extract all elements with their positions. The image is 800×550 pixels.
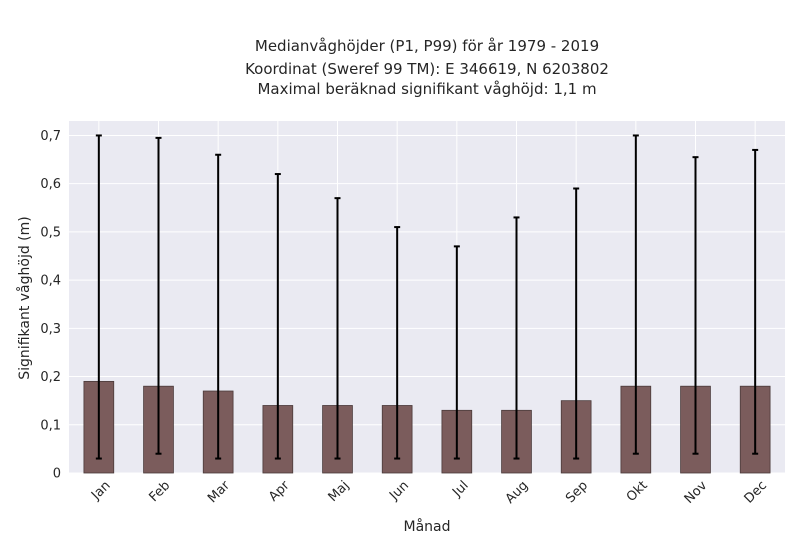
x-tick-label-dec: Dec bbox=[742, 478, 770, 506]
y-axis-label: Signifikant våghöjd (m) bbox=[16, 216, 33, 379]
error-bar-jun bbox=[394, 226, 401, 460]
x-tick-label-jul: Jul bbox=[449, 478, 471, 500]
x-tick-label-mar: Mar bbox=[205, 478, 233, 506]
x-tick-label-feb: Feb bbox=[146, 478, 173, 505]
y-tick-label-1: 0,1 bbox=[40, 418, 61, 433]
error-bar-jul bbox=[453, 245, 460, 460]
x-axis-ticks: Jan Feb Mar Apr Maj Jun Jul Aug Sep Okt Nov Dec bbox=[88, 478, 770, 507]
error-bar-aug bbox=[513, 216, 520, 460]
y-tick-label-5: 0,5 bbox=[40, 225, 61, 240]
chart-title-line-1: Medianvåghöjder (P1, P99) för år 1979 - … bbox=[255, 37, 599, 55]
x-tick-label-jan: Jan bbox=[88, 478, 113, 503]
error-bar-feb bbox=[155, 136, 162, 455]
error-bar-nov bbox=[692, 156, 699, 455]
x-tick-label-nov: Nov bbox=[682, 478, 711, 507]
error-bar-apr bbox=[274, 173, 281, 460]
error-bar-maj bbox=[334, 197, 341, 460]
x-tick-label-maj: Maj bbox=[326, 478, 353, 505]
plot-area bbox=[69, 121, 785, 473]
x-tick-label-sep: Sep bbox=[563, 478, 591, 506]
x-tick-label-okt: Okt bbox=[624, 478, 651, 505]
x-axis-label: Månad bbox=[404, 518, 451, 535]
error-bar-okt bbox=[632, 134, 639, 455]
y-tick-label-2: 0,2 bbox=[40, 370, 61, 385]
chart-title: Medianvåghöjder (P1, P99) för år 1979 - … bbox=[245, 37, 609, 98]
y-axis-ticks: 0 0,1 0,2 0,3 0,4 0,5 0,6 0,7 bbox=[40, 129, 61, 482]
error-bars bbox=[95, 134, 759, 460]
x-tick-label-jun: Jun bbox=[386, 478, 412, 504]
y-tick-label-6: 0,6 bbox=[40, 177, 61, 192]
y-tick-label-4: 0,4 bbox=[40, 274, 61, 289]
error-bar-dec bbox=[752, 148, 759, 455]
error-bar-sep bbox=[573, 187, 580, 460]
chart-title-line-3: Maximal beräknad signifikant våghöjd: 1,… bbox=[257, 80, 596, 98]
chart-title-line-2: Koordinat (Sweref 99 TM): E 346619, N 62… bbox=[245, 60, 609, 78]
y-tick-label-0: 0 bbox=[53, 467, 61, 482]
x-tick-label-aug: Aug bbox=[503, 478, 532, 507]
error-bar-mar bbox=[215, 153, 222, 460]
x-tick-label-apr: Apr bbox=[266, 478, 293, 505]
y-tick-label-3: 0,3 bbox=[40, 322, 61, 337]
error-bar-jan bbox=[95, 134, 102, 460]
y-tick-label-7: 0,7 bbox=[40, 129, 61, 144]
